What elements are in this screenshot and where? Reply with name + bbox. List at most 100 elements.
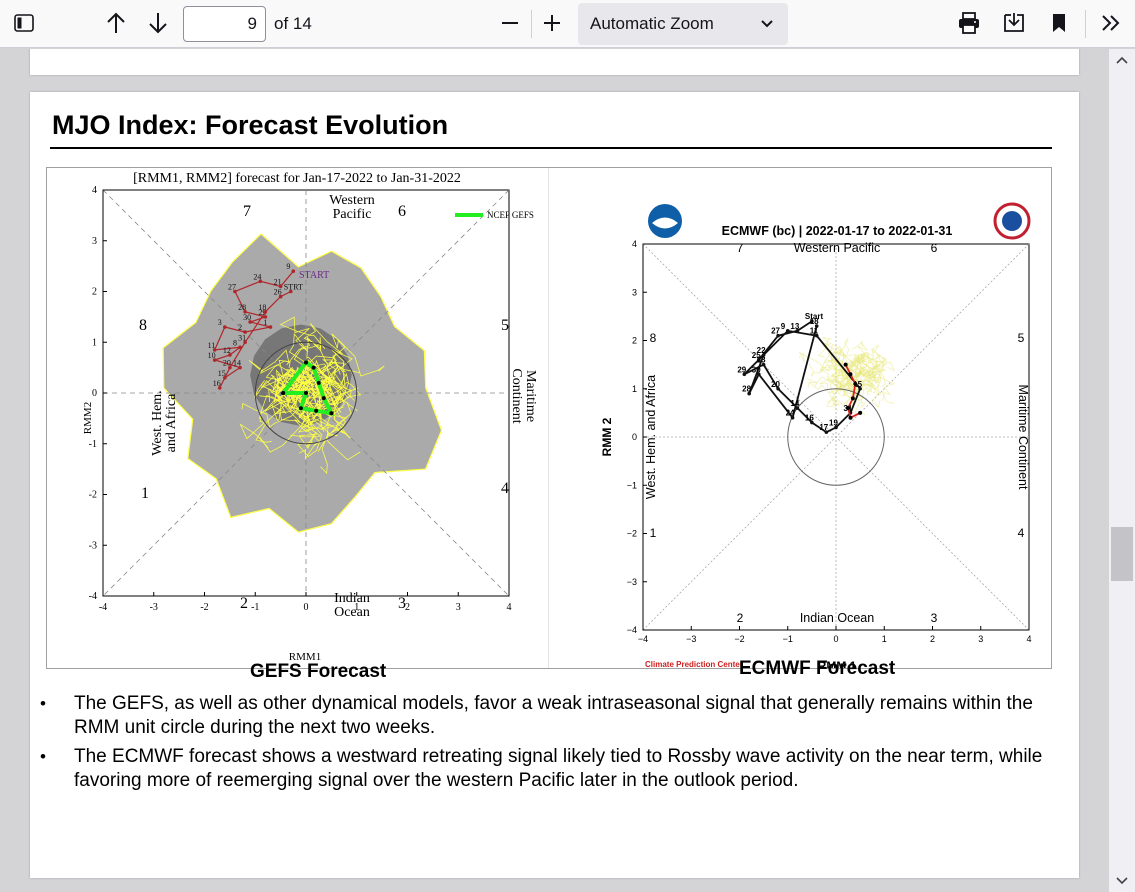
y-tick-label: -1 <box>89 439 97 450</box>
forecast-mean-point <box>853 381 858 386</box>
ecmwf-caption: ECMWF Forecast <box>739 658 896 679</box>
region-label-right: Maritime Continent <box>1016 385 1030 490</box>
observed-point <box>212 348 217 352</box>
x-tick-label: -1 <box>251 602 259 613</box>
ecmwf-y-axis-label: RMM 2 <box>600 417 614 456</box>
ensemble-member-line <box>833 351 858 376</box>
region-label-top: Pacific <box>333 207 372 222</box>
observed-point <box>814 324 819 328</box>
observed-point <box>810 420 814 425</box>
y-tick-label: −1 <box>627 480 637 490</box>
ensemble-member-line <box>314 360 360 397</box>
page-number-input[interactable] <box>183 6 266 42</box>
scrollbar-thumb[interactable] <box>1111 527 1133 581</box>
region-label-top: Western <box>329 193 375 208</box>
ecmwf-x-axis-label: RMM 1 <box>818 659 857 668</box>
gefs-x-axis-label: RMM1 <box>289 651 321 663</box>
forecast-mean-point <box>858 410 863 415</box>
y-tick-label: 4 <box>92 185 97 196</box>
ensemble-member-line <box>863 381 881 409</box>
scroll-down-icon[interactable] <box>1115 874 1129 888</box>
y-tick-label: −4 <box>627 625 637 635</box>
forecast-mean-point <box>281 391 286 395</box>
forecast-mean-point <box>846 406 851 411</box>
observed-day-label: Start <box>805 312 824 321</box>
observed-point <box>776 386 780 391</box>
observed-day-label: 31 <box>238 333 246 342</box>
bookmark-icon[interactable] <box>1043 7 1075 39</box>
observed-point <box>795 329 800 333</box>
forecast-mean-point <box>843 362 848 367</box>
y-tick-label: 0 <box>632 432 637 442</box>
ensemble-member-line <box>259 365 340 453</box>
region-label-bottom: Indian <box>334 591 370 606</box>
observed-day-label: 24 <box>786 409 795 418</box>
bullet-item: The ECMWF forecast shows a westward retr… <box>38 745 1048 793</box>
y-tick-label: -2 <box>89 490 97 501</box>
observed-day-label: 21 <box>274 277 282 286</box>
x-tick-label: 2 <box>930 634 935 644</box>
observed-day-label: 15 <box>853 380 862 389</box>
forecast-mean-point <box>850 396 855 401</box>
zoom-in-icon[interactable] <box>536 7 568 39</box>
x-tick-label: 0 <box>304 602 309 613</box>
observed-point <box>834 425 838 430</box>
next-page-icon[interactable] <box>142 7 174 39</box>
ensemble-member-line <box>829 368 863 395</box>
region-label-top: Western Pacific <box>794 241 881 255</box>
observed-day-label: 3 <box>218 318 222 327</box>
observed-point <box>248 320 252 324</box>
observed-point <box>810 319 814 323</box>
observed-point <box>795 406 800 410</box>
ensemble-member-line <box>290 381 326 438</box>
observed-point <box>228 365 232 370</box>
observed-point <box>757 358 761 362</box>
ecmwf-plot-group: Start13272529232014161719311511922283024… <box>600 202 1032 668</box>
vertical-scrollbar[interactable] <box>1109 49 1135 892</box>
tools-menu-icon[interactable] <box>1095 7 1127 39</box>
zoom-select-label: Automatic Zoom <box>590 14 714 33</box>
observed-day-label: 17 <box>819 423 828 432</box>
observed-point <box>278 284 283 289</box>
y-tick-label: 1 <box>632 384 637 394</box>
title-underline <box>50 147 1052 149</box>
observed-point <box>217 386 222 390</box>
observed-day-label: 27 <box>771 327 780 336</box>
toolbar-separator <box>1085 10 1086 38</box>
ensemble-member-line <box>258 368 296 419</box>
observed-day-label: 13 <box>790 322 799 331</box>
ensemble-member-line <box>806 377 837 393</box>
ensemble-member-line <box>861 356 892 402</box>
observed-point <box>790 415 795 420</box>
observed-day-label: 22 <box>757 346 766 355</box>
ensemble-member-line <box>286 323 345 369</box>
y-tick-label: 2 <box>632 336 637 346</box>
observed-day-label: 2 <box>238 323 242 332</box>
x-tick-label: 3 <box>978 634 983 644</box>
ensemble-member-line <box>861 364 896 404</box>
print-icon[interactable] <box>953 7 985 39</box>
download-icon[interactable] <box>998 7 1030 39</box>
scroll-up-icon[interactable] <box>1115 53 1129 67</box>
ecmwf-chart: Start13272529232014161719311511922283024… <box>600 202 1032 668</box>
zoom-out-icon[interactable] <box>494 7 526 39</box>
previous-page-icon[interactable] <box>100 7 132 39</box>
sidebar-toggle-icon[interactable] <box>8 7 40 39</box>
ensemble-member-line <box>829 377 854 395</box>
observed-day-label: 23 <box>757 356 766 365</box>
phase-divider <box>102 189 510 597</box>
observed-day-label: 24 <box>253 272 261 281</box>
y-tick-label: −3 <box>627 577 637 587</box>
observed-day-label: 16 <box>213 379 221 388</box>
observed-day-label: 30 <box>752 365 761 374</box>
ecmwf-footer: Climate Prediction Center <box>645 660 743 668</box>
observed-point <box>288 289 293 294</box>
phase-number: 2 <box>240 595 248 612</box>
y-tick-label: 3 <box>92 236 97 247</box>
observed-point <box>761 362 766 367</box>
zoom-select[interactable]: Automatic Zoom <box>578 3 788 45</box>
observed-point <box>291 269 296 273</box>
forecast-mean-point <box>311 365 316 370</box>
x-tick-label: −3 <box>686 634 696 644</box>
